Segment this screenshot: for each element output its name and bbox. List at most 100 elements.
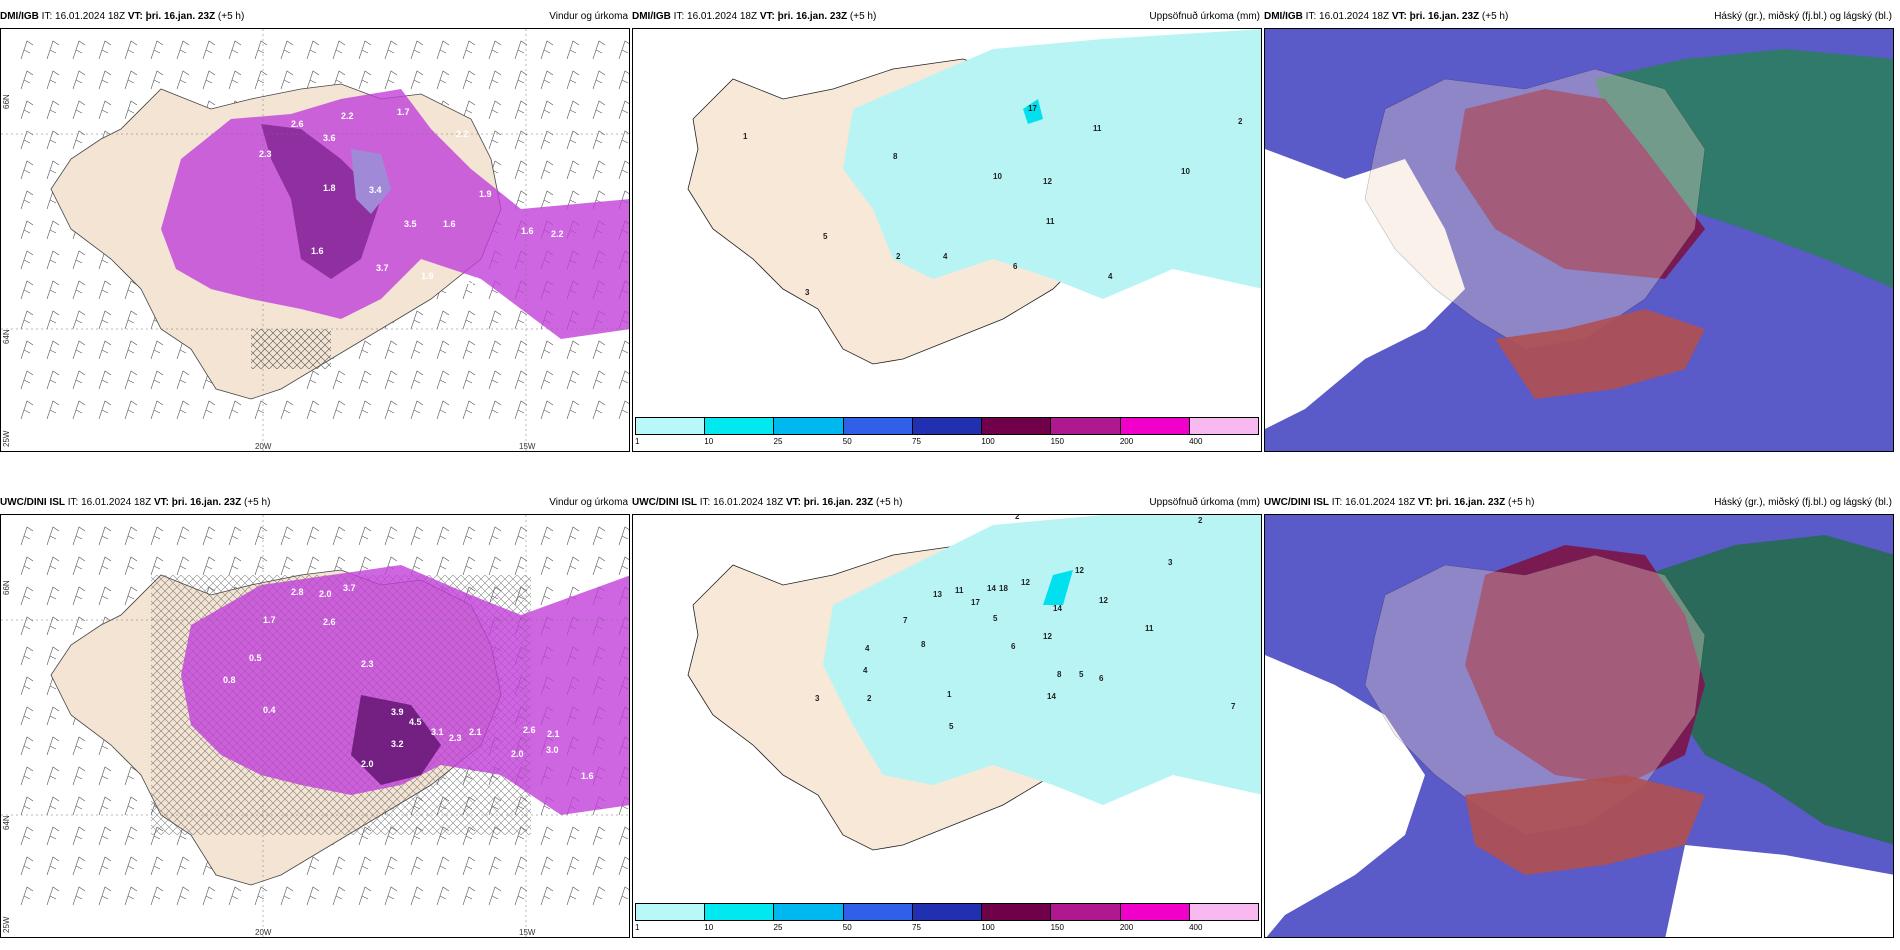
wind-barb	[72, 766, 86, 786]
init-time: IT: 16.01.2024 18Z	[673, 11, 758, 22]
precip-value: 6	[1099, 674, 1104, 683]
wind-barb	[540, 40, 554, 60]
wind-barb	[540, 100, 554, 120]
wind-barb	[20, 556, 34, 576]
wind-barb	[592, 826, 606, 846]
panel-header: UWC/DINI ISL IT: 16.01.2024 18Z VT: þri.…	[0, 492, 630, 514]
accum-spot	[1023, 99, 1043, 124]
wind-barb	[488, 886, 502, 906]
wind-barb	[436, 40, 450, 60]
colorbar-label: 200	[1119, 923, 1134, 932]
wind-barb	[384, 340, 398, 360]
panel-clouds-top: DMI/IGB IT: 16.01.2024 18Z VT: þri. 16.j…	[1264, 6, 1894, 452]
wind-barb	[410, 856, 424, 876]
wind-barb	[488, 70, 502, 90]
lat-label: 66N	[2, 580, 11, 595]
wind-barb	[98, 796, 112, 816]
init-time: IT: 16.01.2024 18Z	[699, 497, 784, 508]
wind-barb	[72, 310, 86, 330]
wind-barb	[72, 100, 86, 120]
wind-barb	[566, 826, 580, 846]
wind-barb	[20, 796, 34, 816]
wind-value: 2.2	[551, 229, 564, 239]
colorbar-segment	[636, 904, 706, 920]
lead-time: (+5 h)	[1481, 11, 1509, 22]
precip-value: 4	[1108, 272, 1113, 281]
precip-value: 12	[1043, 632, 1052, 641]
accum-value-labels: 2 2 12 12 14 12 3 13 11 17 14 18 7 5 8 1…	[815, 515, 1236, 731]
wind-barb	[98, 886, 112, 906]
wind-barb	[462, 526, 476, 546]
colorbar-segment	[1120, 418, 1190, 434]
wind-barb	[618, 40, 629, 60]
wind-precip-map-svg: 66N 64N 25W 20W 15W 2.6 3.6 2.2 1.7 2.2 …	[1, 29, 629, 451]
wind-barb	[280, 40, 294, 60]
wind-barb	[20, 646, 34, 666]
wind-barb	[176, 886, 190, 906]
precip-value: 13	[933, 590, 942, 599]
wind-barb	[358, 556, 372, 576]
wind-barb	[462, 400, 476, 420]
wind-value-labels: 2.6 3.6 2.2 1.7 2.2 2.3 3.4 1.8 1.9 3.5 …	[259, 107, 564, 286]
wind-barb	[46, 370, 60, 390]
wind-barb	[228, 886, 242, 906]
valid-time: VT: þri. 16.jan. 23Z	[785, 497, 874, 508]
colorbar-label: 1	[635, 923, 640, 932]
wind-barb	[254, 400, 268, 420]
wind-barb	[20, 220, 34, 240]
wind-barb	[540, 826, 554, 846]
wind-barb	[124, 586, 138, 606]
wind-barb	[592, 556, 606, 576]
colorbar-segment	[843, 904, 913, 920]
wind-barb	[20, 586, 34, 606]
wind-barb	[124, 40, 138, 60]
wind-barb	[228, 70, 242, 90]
colorbar-segment	[636, 418, 706, 434]
wind-value: 3.5	[404, 219, 417, 229]
wind-barb	[176, 856, 190, 876]
wind-barb	[566, 340, 580, 360]
lon-label: 25W	[2, 916, 11, 933]
accum-precip-map: 1 8 5 2 3 4 17 11 10 12 11 2 10 4 6	[632, 28, 1262, 452]
panel-title: Háský (gr.), miðský (fj.bl.) og lágský (…	[1714, 11, 1892, 22]
precip-value: 8	[893, 152, 898, 161]
wind-precip-map: 66N 64N 25W 20W 15W 2.8 2.0 3.7 2.6 1.7 …	[0, 514, 630, 938]
wind-barb	[124, 856, 138, 876]
wind-barb	[540, 586, 554, 606]
wind-barb	[618, 826, 629, 846]
lon-label: 20W	[255, 442, 272, 451]
wind-barb	[618, 70, 629, 90]
cloud-map	[1264, 28, 1894, 452]
mid-high-area	[1455, 89, 1705, 279]
wind-barb	[72, 526, 86, 546]
wind-barb	[20, 130, 34, 150]
wind-barb	[150, 886, 164, 906]
panel-title: Uppsöfnuð úrkoma (mm)	[1149, 11, 1260, 22]
wind-barb	[540, 190, 554, 210]
colorbar-segment	[1051, 904, 1121, 920]
wind-barb	[332, 70, 346, 90]
precip-value: 8	[1057, 670, 1062, 679]
precip-value: 5	[993, 614, 998, 623]
wind-value: 3.2	[391, 739, 404, 749]
wind-barb	[46, 220, 60, 240]
precip-value: 7	[1231, 702, 1236, 711]
precip-value: 3	[815, 694, 820, 703]
precip-value: 8	[921, 640, 926, 649]
accum-area	[843, 29, 1261, 299]
wind-barb	[150, 70, 164, 90]
wind-barb	[46, 160, 60, 180]
low-cloud-area	[1265, 149, 1465, 429]
panel-header: UWC/DINI ISL IT: 16.01.2024 18Z VT: þri.…	[1264, 492, 1894, 514]
wind-barb	[124, 886, 138, 906]
precip-value: 1	[743, 132, 748, 141]
wind-barb	[72, 280, 86, 300]
wind-barb	[514, 370, 528, 390]
lon-label: 15W	[519, 442, 536, 451]
wind-barb	[176, 556, 190, 576]
wind-barb	[46, 766, 60, 786]
wind-barb	[514, 886, 528, 906]
wind-barb	[384, 370, 398, 390]
wind-barb	[592, 340, 606, 360]
wind-barb	[150, 40, 164, 60]
